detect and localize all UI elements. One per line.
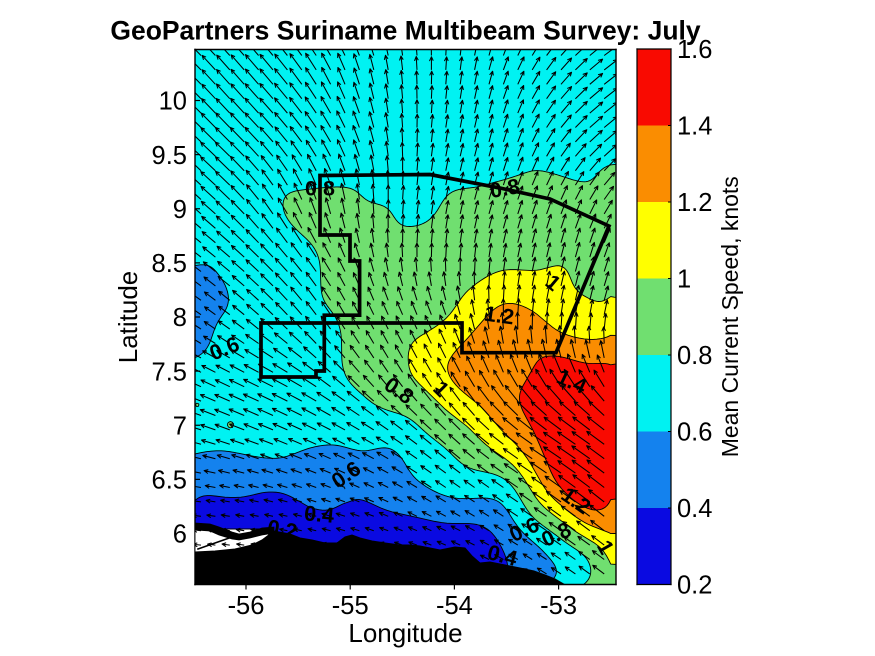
svg-text:10: 10 [159,88,187,116]
svg-text:0.8: 0.8 [488,174,522,203]
svg-text:0.8: 0.8 [305,177,335,201]
svg-text:-55: -55 [332,592,369,620]
svg-text:8.5: 8.5 [152,250,187,278]
svg-text:GeoPartners Suriname Multibeam: GeoPartners Suriname Multibeam Survey: J… [110,16,700,46]
svg-text:7: 7 [173,412,187,440]
svg-text:9: 9 [173,196,187,224]
svg-text:-56: -56 [228,592,265,620]
svg-text:-54: -54 [436,592,473,620]
svg-text:0.8: 0.8 [677,342,712,370]
svg-text:6: 6 [173,521,187,549]
svg-text:7.5: 7.5 [152,358,187,386]
svg-text:-53: -53 [540,592,577,620]
svg-text:6.5: 6.5 [152,467,187,495]
svg-text:0.4: 0.4 [677,495,712,523]
svg-text:Longitude: Longitude [348,618,462,648]
svg-text:9.5: 9.5 [152,142,187,170]
svg-text:0.2: 0.2 [677,572,712,600]
svg-text:Latitude: Latitude [113,271,143,363]
svg-text:0.4: 0.4 [303,501,335,528]
svg-text:1: 1 [677,266,691,294]
svg-text:1.2: 1.2 [483,302,516,330]
svg-text:1.4: 1.4 [677,113,712,141]
svg-text:0.2: 0.2 [265,515,299,544]
svg-text:0.6: 0.6 [677,419,712,447]
svg-text:8: 8 [173,304,187,332]
svg-text:1.6: 1.6 [677,36,712,64]
svg-text:Mean Current Speed, knots: Mean Current Speed, knots [717,176,743,457]
svg-text:1.2: 1.2 [677,189,712,217]
